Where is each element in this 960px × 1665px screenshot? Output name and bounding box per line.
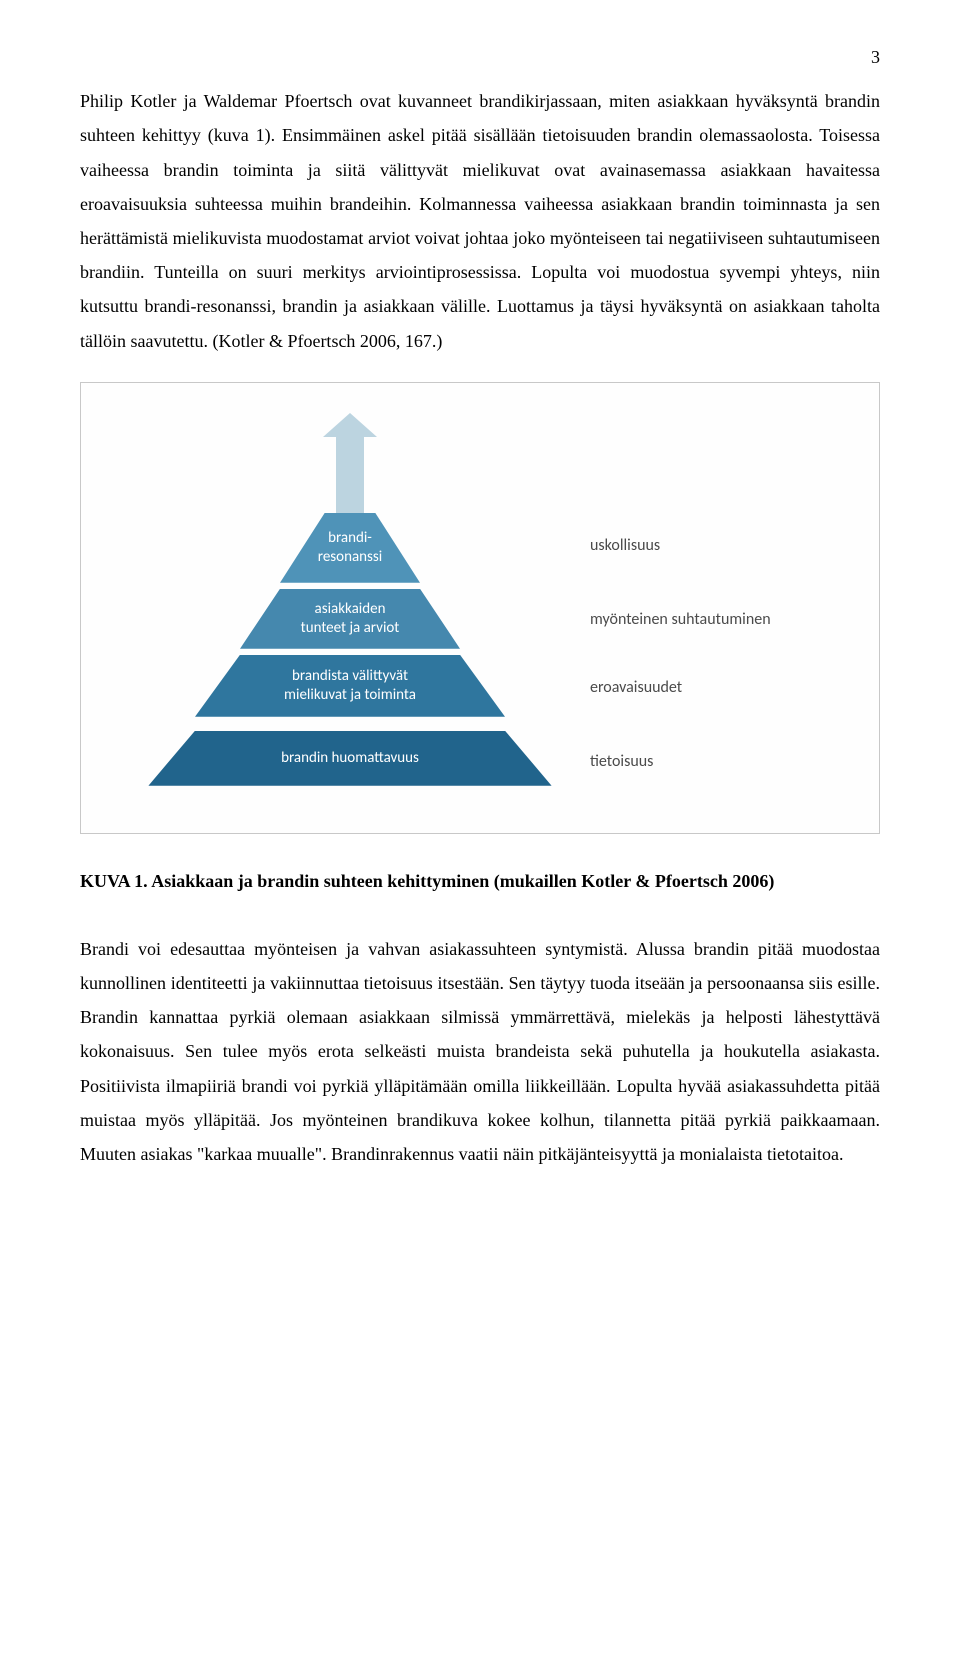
pyramid-container: brandi-resonanssi asiakkaidentunteet ja a… bbox=[101, 413, 859, 793]
arrow-stem bbox=[336, 435, 364, 513]
arrow-up-icon bbox=[323, 413, 377, 437]
pyramid-annotation: myönteinen suhtautuminen bbox=[590, 605, 771, 635]
pyramid-level: brandin huomattavuus bbox=[140, 731, 560, 786]
pyramid-annotation: tietoisuus bbox=[590, 747, 653, 777]
pyramid-annotations: uskollisuus myönteinen suhtautuminen eroav… bbox=[580, 413, 840, 793]
pyramid-level-label: brandista välittyvätmielikuvat ja toimin… bbox=[278, 665, 422, 707]
figure-caption: KUVA 1. Asiakkaan ja brandin suhteen keh… bbox=[80, 864, 880, 898]
pyramid-level: asiakkaidentunteet ja arviot bbox=[240, 589, 460, 649]
figure-pyramid: brandi-resonanssi asiakkaidentunteet ja a… bbox=[80, 382, 880, 834]
paragraph-body: Brandi voi edesauttaa myönteisen ja vahv… bbox=[80, 932, 880, 1171]
pyramid-level-label: brandin huomattavuus bbox=[275, 747, 425, 770]
paragraph-intro: Philip Kotler ja Waldemar Pfoertsch ovat… bbox=[80, 84, 880, 358]
page-number: 3 bbox=[80, 40, 880, 74]
pyramid-annotation: eroavaisuudet bbox=[590, 673, 682, 703]
pyramid-level: brandista välittyvätmielikuvat ja toimin… bbox=[195, 655, 505, 717]
pyramid-graphic: brandi-resonanssi asiakkaidentunteet ja a… bbox=[120, 413, 580, 793]
pyramid-level: brandi-resonanssi bbox=[280, 513, 420, 583]
pyramid-annotation: uskollisuus bbox=[590, 531, 660, 561]
pyramid-level-label: brandi-resonanssi bbox=[312, 527, 388, 569]
pyramid-level-label: asiakkaidentunteet ja arviot bbox=[295, 598, 406, 640]
